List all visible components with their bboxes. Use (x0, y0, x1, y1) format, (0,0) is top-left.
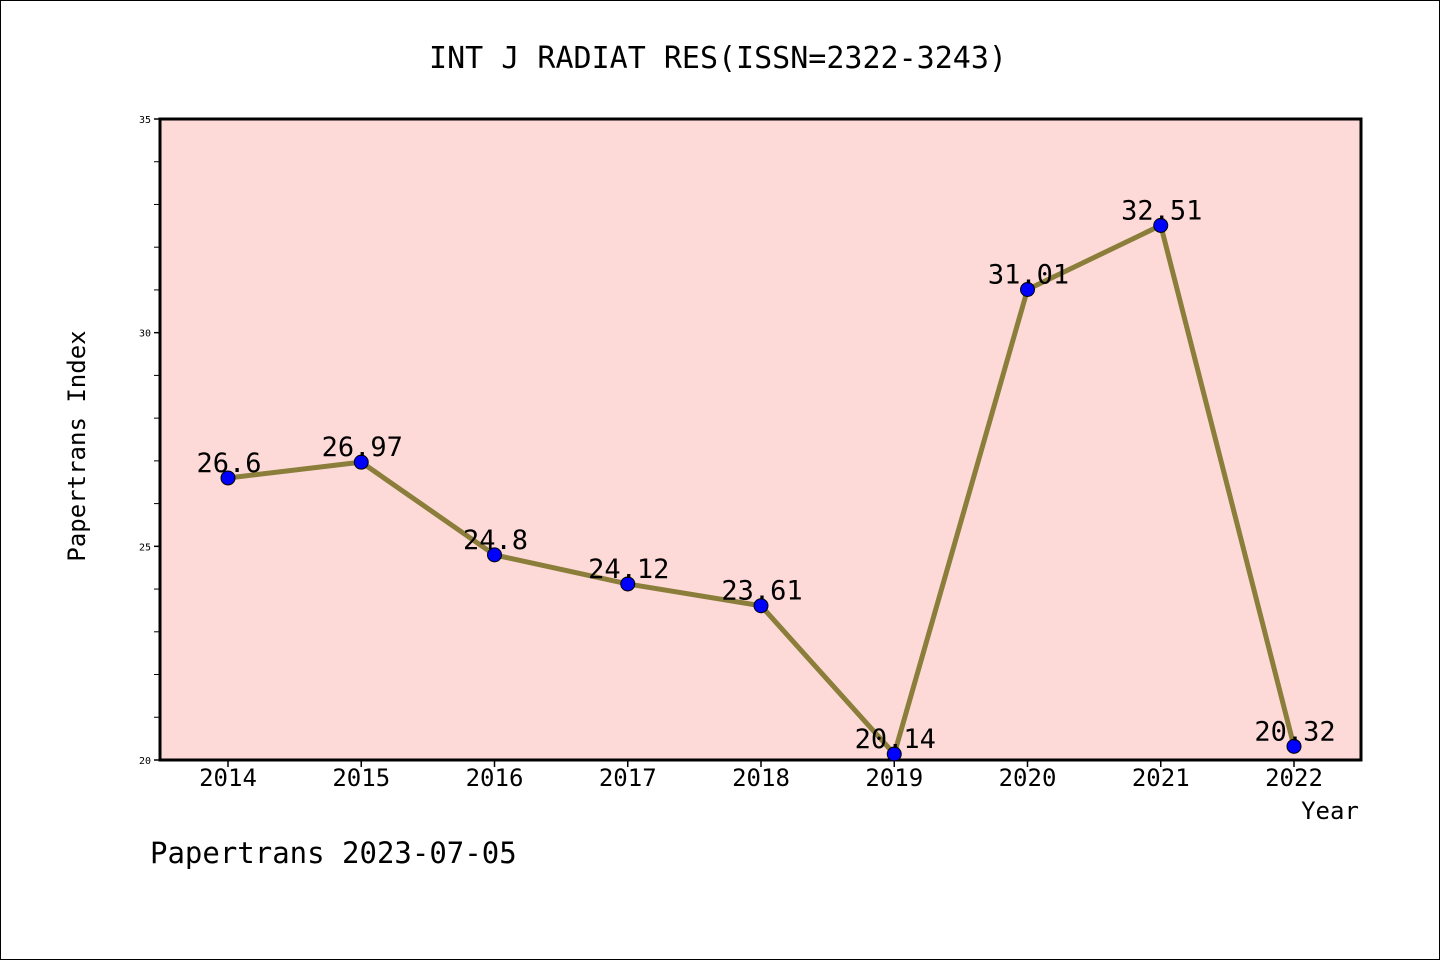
y-tick-label: 30 (139, 329, 151, 340)
footer-note: Papertrans 2023-07-05 (150, 836, 517, 870)
data-label: 32.51 (1121, 195, 1202, 226)
data-label: 20.14 (855, 724, 936, 755)
x-tick-label: 2014 (199, 764, 257, 792)
x-ticks (227, 760, 1295, 767)
y-axis-title: Papertrans Index (63, 330, 91, 561)
data-point (1020, 282, 1035, 298)
x-tick-label: 2017 (599, 764, 657, 792)
data-point (220, 470, 236, 486)
x-tick-label: 2022 (1265, 764, 1323, 792)
x-tick-label: 2019 (865, 764, 923, 792)
data-label: 26.97 (322, 432, 403, 463)
data-point (487, 547, 502, 563)
series-markers (220, 217, 1302, 762)
data-point (1153, 217, 1169, 233)
x-tick-label: 2015 (332, 764, 390, 792)
chart-title: INT J RADIAT RES(ISSN=2322-3243) (429, 41, 1007, 76)
y-tick-labels: 20 25 30 35 (139, 115, 151, 767)
x-axis-title: Year (1301, 797, 1359, 825)
data-point (353, 454, 369, 470)
data-point (1286, 738, 1302, 754)
data-point (886, 746, 902, 762)
x-tick-label: 2020 (999, 764, 1057, 792)
data-label: 26.6 (196, 448, 261, 479)
y-tick-label: 20 (139, 756, 151, 767)
x-tick-label: 2016 (466, 764, 524, 792)
data-label: 24.8 (463, 525, 528, 556)
data-point (620, 576, 636, 592)
data-label: 20.32 (1254, 716, 1335, 747)
data-label: 24.12 (588, 554, 669, 585)
data-label: 31.01 (988, 260, 1069, 291)
data-label: 23.61 (721, 576, 802, 607)
x-tick-label: 2018 (732, 764, 790, 792)
x-tick-label: 2021 (1132, 764, 1190, 792)
y-minor-ticks (154, 118, 160, 761)
data-labels: 26.6 26.97 24.8 24.12 23.61 20.14 31.01 32.51 20… (196, 195, 1335, 755)
data-point (753, 598, 769, 614)
x-tick-labels: 2014 2015 2016 2017 2018 2019 2020 2021 2022 (199, 764, 1323, 792)
y-tick-label: 25 (139, 542, 151, 553)
y-tick-label: 35 (139, 115, 151, 126)
